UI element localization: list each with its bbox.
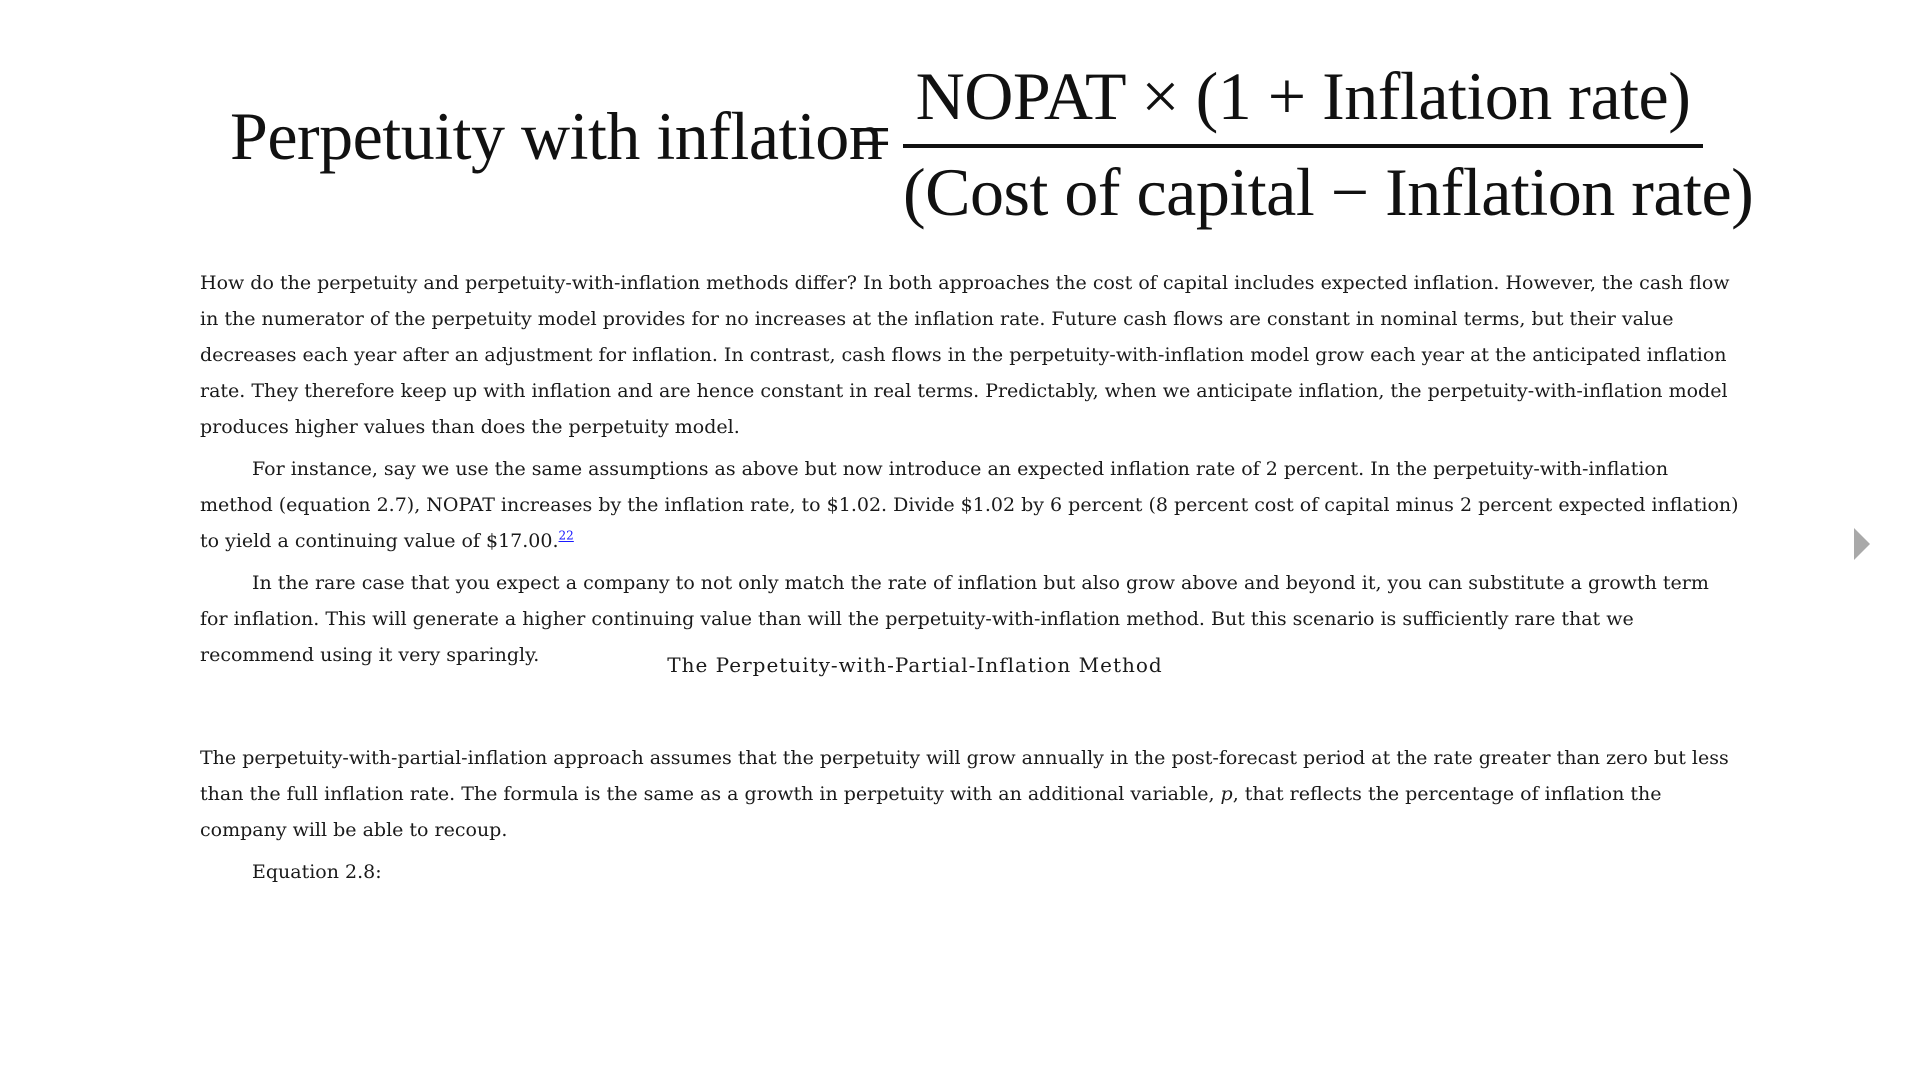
paragraph-text: For instance, say we use the same assump… [200, 458, 1739, 552]
next-page-arrow-icon[interactable] [1854, 528, 1870, 560]
equation-perpetuity-with-inflation: Perpetuity with inflation = NOPAT × (1 +… [225, 58, 1754, 232]
equation-lhs: Perpetuity with inflation [230, 98, 883, 174]
paragraph-text: , that reflects the percentage of inflat… [200, 783, 1662, 841]
body-text-block: How do the perpetuity and perpetuity-wit… [200, 265, 1740, 673]
paragraph-text: The perpetuity-with-partial-inflation ap… [200, 747, 1729, 805]
footnote-link[interactable]: 22 [558, 528, 574, 543]
variable-p: p [1220, 783, 1233, 805]
paragraph: How do the perpetuity and perpetuity-wit… [200, 272, 1730, 438]
equation-numerator: NOPAT × (1 + Inflation rate) [915, 58, 1691, 134]
equation-label: Equation 2.8: [252, 861, 382, 883]
equation-fraction: NOPAT × (1 + Inflation rate) (Cost of ca… [903, 58, 1754, 232]
paragraph: The perpetuity-with-partial-inflation ap… [200, 740, 1740, 848]
equation-equals-sign: = [853, 98, 892, 174]
fraction-bar [903, 144, 1703, 148]
paragraph: For instance, say we use the same assump… [200, 451, 1740, 559]
section-heading: The Perpetuity-with-Partial-Inflation Me… [667, 653, 1163, 677]
paragraph: In the rare case that you expect a compa… [200, 572, 1709, 666]
section-body-text: The perpetuity-with-partial-inflation ap… [200, 740, 1740, 890]
equation-denominator: (Cost of capital − Inflation rate) [903, 154, 1754, 230]
